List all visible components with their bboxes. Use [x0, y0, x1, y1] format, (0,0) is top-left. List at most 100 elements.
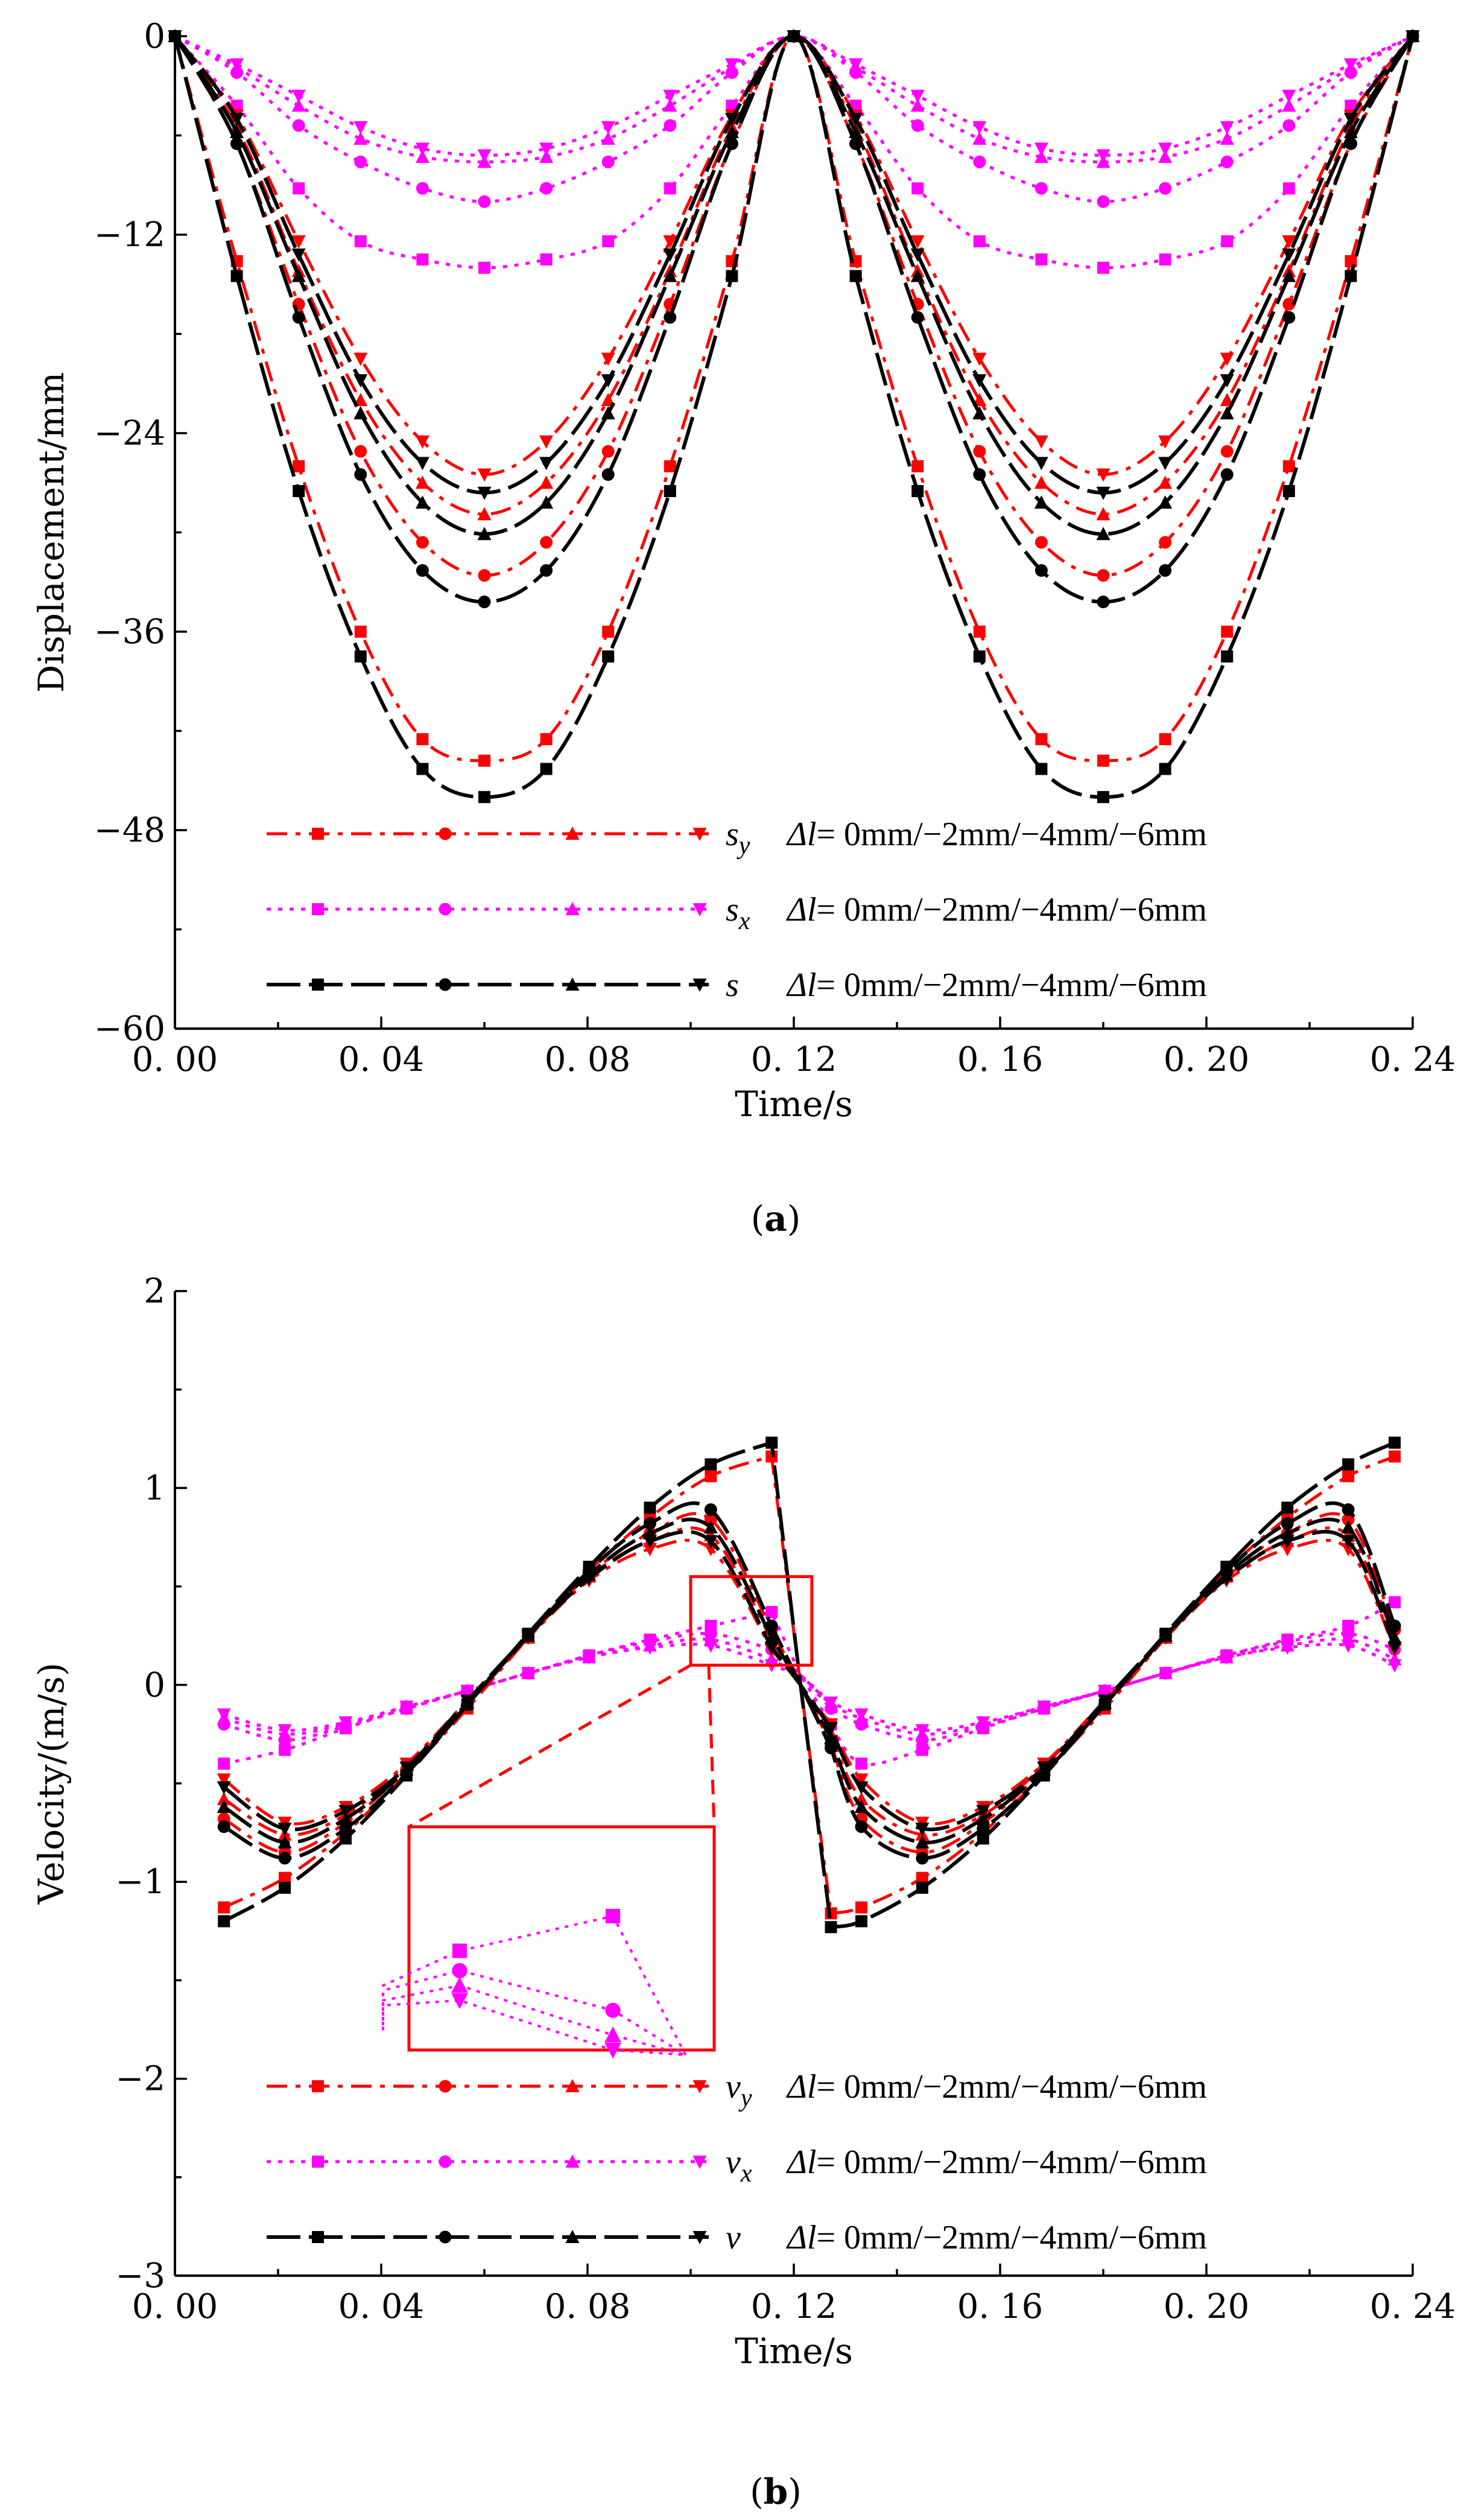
data-point-marker	[1035, 763, 1048, 775]
data-point-marker	[582, 1572, 597, 1586]
legend-marker	[439, 978, 452, 991]
data-point-marker	[601, 406, 615, 420]
data-point-marker	[218, 1901, 230, 1914]
data-point-marker	[1345, 100, 1357, 112]
data-point-marker	[1345, 270, 1357, 282]
legend-text-italic: Δl	[786, 891, 816, 928]
data-point-marker	[977, 1832, 989, 1845]
data-point-marker	[972, 374, 987, 388]
legend-marker	[565, 2079, 580, 2092]
data-point-marker	[293, 484, 305, 497]
data-point-marker	[1220, 131, 1234, 145]
legend-symbol-sub: x	[738, 907, 750, 935]
inset-series-tri-down	[381, 1993, 686, 2059]
data-point-marker	[1220, 352, 1234, 366]
data-point-marker	[477, 527, 492, 541]
data-point-marker	[291, 235, 306, 249]
data-point-marker	[1035, 564, 1048, 577]
legend-text: Δl= 0mm/−2mm/−4mm/−6mm	[786, 966, 1207, 1004]
data-point-marker	[601, 468, 615, 481]
legend-marker	[692, 2156, 707, 2169]
x-tick-label: 0. 00	[132, 1040, 218, 1079]
panel-label-letter: b	[764, 2471, 788, 2512]
data-point-marker	[1158, 495, 1173, 509]
data-point-marker	[291, 268, 306, 282]
data-point-marker	[478, 195, 491, 208]
data-point-marker	[1037, 1700, 1051, 1714]
data-point-marker	[724, 58, 739, 72]
data-point-marker	[540, 182, 553, 195]
data-point-marker	[1035, 536, 1048, 549]
data-point-marker	[217, 1820, 230, 1833]
legend-text: Δl= 0mm/−2mm/−4mm/−6mm	[786, 816, 1207, 853]
data-point-marker	[399, 1700, 414, 1714]
series-total-tri-down	[217, 1529, 1402, 1836]
series-line	[174, 34, 1414, 203]
data-point-marker	[911, 460, 924, 472]
x-tick-label: 0. 08	[545, 1040, 631, 1079]
data-point-marker	[1280, 1641, 1294, 1655]
data-point-marker	[644, 1502, 656, 1514]
data-point-marker	[1034, 475, 1048, 489]
data-point-marker	[353, 121, 368, 135]
data-point-marker	[764, 1641, 779, 1655]
legend-symbol-main: s	[726, 966, 739, 1004]
data-point-marker	[787, 30, 801, 43]
series-line	[223, 1517, 1396, 1845]
legend-symbol: vx	[726, 2144, 752, 2188]
data-point-marker	[416, 763, 429, 775]
data-point-marker	[415, 150, 429, 163]
data-point-marker	[1096, 527, 1111, 541]
data-point-marker	[1219, 1572, 1234, 1586]
series-line	[223, 1632, 1395, 1742]
data-point-marker	[1096, 468, 1111, 482]
data-point-marker	[1158, 1667, 1173, 1681]
legend-marker	[439, 827, 452, 840]
data-point-marker	[218, 1915, 230, 1928]
series-y-circle	[168, 30, 1419, 582]
data-point-marker	[1159, 564, 1172, 577]
legend-text-rest: = 0mm/−2mm/−4mm/−6mm	[816, 2068, 1206, 2106]
legend-marker	[565, 2154, 580, 2168]
data-point-marker	[663, 268, 677, 282]
legend-marker	[312, 2231, 324, 2243]
data-point-marker	[1282, 119, 1296, 132]
data-point-marker	[217, 1781, 231, 1795]
data-point-marker	[601, 374, 615, 388]
data-point-marker	[704, 1513, 717, 1526]
data-point-marker	[1282, 98, 1296, 112]
data-point-marker	[1389, 1596, 1401, 1608]
data-point-marker	[1281, 1502, 1294, 1514]
data-point-marker	[217, 1792, 231, 1806]
data-point-marker	[973, 155, 986, 168]
x-tick-label: 0. 24	[1370, 2287, 1456, 2326]
data-point-marker	[540, 763, 553, 775]
legend-marker	[692, 2080, 707, 2093]
data-point-marker	[415, 495, 429, 509]
series-line	[173, 34, 1415, 604]
data-point-marker	[663, 248, 677, 262]
data-point-marker	[1035, 182, 1048, 195]
data-point-marker	[399, 1761, 414, 1775]
data-point-marker	[765, 1436, 778, 1449]
legend-text-rest: = 0mm/−2mm/−4mm/−6mm	[816, 816, 1206, 853]
data-point-marker	[910, 268, 925, 282]
legend-text: Δl= 0mm/−2mm/−4mm/−6mm	[786, 2068, 1207, 2106]
y-tick-label: −48	[94, 811, 165, 850]
inset-series-square	[381, 1909, 687, 2056]
data-point-marker	[354, 626, 367, 638]
data-point-marker	[1098, 1694, 1112, 1708]
data-point-marker	[353, 352, 368, 366]
data-point-marker	[1158, 1630, 1173, 1643]
y-tick-label: 1	[144, 1468, 165, 1508]
data-point-marker	[972, 352, 987, 366]
data-point-marker	[277, 1724, 292, 1738]
legend-entry-total: v Δl= 0mm/−2mm/−4mm/−6mm	[267, 2219, 1207, 2256]
data-point-marker	[855, 1915, 868, 1928]
data-point-marker	[1096, 486, 1111, 500]
data-point-marker	[354, 445, 367, 458]
data-point-marker	[279, 1881, 291, 1894]
legend-symbol: sx	[726, 891, 750, 935]
chart-panel-b: 0. 00 0. 04 0. 08 0. 12 0. 16 0. 20 0. 24 2 1 0 −1…	[31, 1272, 1456, 2512]
